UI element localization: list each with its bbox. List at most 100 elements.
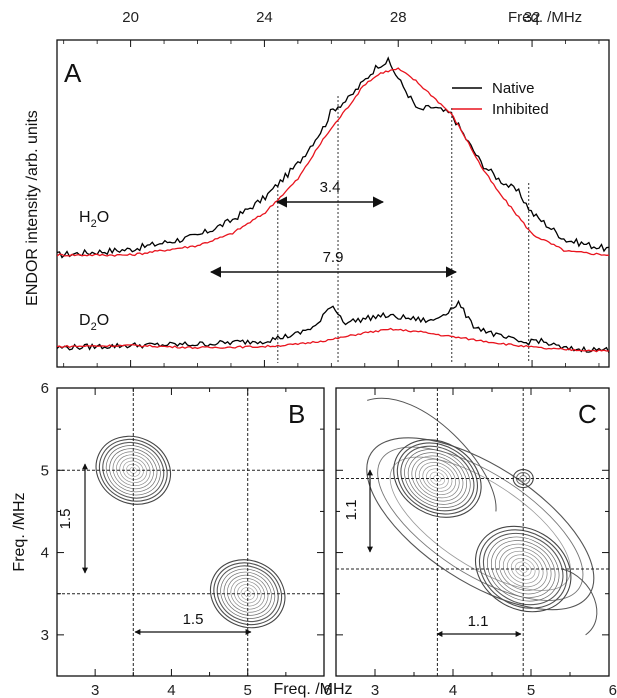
contour-line — [422, 465, 453, 492]
contour-line — [429, 471, 446, 486]
contour-line — [220, 568, 276, 619]
panel-a-tick-label: 28 — [390, 9, 407, 26]
panel-b-contours — [95, 435, 286, 629]
x-tick-label: 3 — [91, 682, 99, 698]
contour-line — [474, 525, 572, 613]
contour-line — [129, 466, 138, 474]
contour-line — [240, 587, 255, 601]
y-tick-label: 3 — [41, 627, 49, 644]
contour-lobe — [367, 397, 497, 512]
contour-line — [518, 565, 528, 573]
contour-line — [491, 540, 556, 598]
contour-line — [223, 571, 272, 616]
panel-a-xlabel: Freq. /MHz — [508, 9, 582, 26]
series-native-h2o — [57, 56, 609, 259]
panel-c-ticks: 3 4 5 6 — [336, 387, 617, 698]
contour-line — [495, 543, 552, 595]
panel-c-contours — [366, 397, 598, 636]
y-tick-label: 4 — [41, 545, 49, 562]
ann-b-horizontal: 1.5 — [183, 611, 204, 628]
contour-line — [233, 581, 262, 607]
x-tick-label: 4 — [449, 682, 457, 698]
contour-line — [499, 547, 548, 591]
contour-line — [415, 458, 460, 499]
contour-line — [119, 457, 148, 483]
panel-a-frame — [56, 39, 610, 368]
legend-label-native: Native — [492, 80, 535, 97]
contour-line — [400, 445, 475, 512]
y-tick-label: 5 — [41, 462, 49, 479]
contour-line — [237, 584, 259, 604]
contour-line — [433, 474, 442, 483]
panel-a-top-ticks — [63, 40, 600, 367]
panel-b-guide-lines — [57, 388, 324, 676]
panel-b-ticks: 3 4 5 6 3 4 5 6 — [41, 380, 332, 698]
label-d2o: D2O — [79, 312, 109, 333]
contour-line — [418, 462, 456, 496]
x-tick-label: 5 — [244, 682, 252, 698]
contour-line — [105, 445, 161, 496]
panel-a-tick-label: 24 — [256, 9, 273, 26]
contour-line — [112, 451, 154, 490]
panel-b-ylabel: Freq. /MHz — [11, 492, 28, 571]
contour-line — [404, 449, 471, 508]
legend: Native Inhibited — [452, 80, 549, 118]
contour-envelope — [366, 437, 595, 611]
contour-line — [210, 559, 286, 629]
contour-line — [487, 536, 560, 602]
ann-b-vertical: 1.5 — [57, 509, 74, 530]
contour-line — [482, 532, 564, 606]
contour-line — [116, 454, 151, 487]
contour-lobe — [562, 568, 598, 636]
series-inhibited-d2o — [57, 327, 609, 353]
contour-line — [510, 557, 536, 581]
contour-envelope — [389, 456, 571, 591]
contour-line — [227, 574, 269, 613]
contour-line — [213, 562, 283, 626]
contour-envelope — [377, 446, 584, 601]
x-tick-label: 6 — [609, 682, 617, 698]
x-tick-label: 6 — [324, 682, 332, 698]
panel-b-frame — [56, 387, 325, 677]
ann-c-horizontal: 1.1 — [468, 613, 489, 630]
panel-c-letter: C — [578, 399, 597, 429]
ann-c-vertical: 1.1 — [343, 500, 360, 521]
contour-line — [216, 565, 279, 623]
series-native-d2o — [57, 299, 609, 353]
x-tick-label: 5 — [527, 682, 535, 698]
label-h2o: H2O — [79, 209, 109, 230]
panel-a-ylabel: ENDOR intensity /arb. units — [24, 110, 41, 306]
contour-line — [230, 577, 265, 610]
contour-line — [478, 529, 568, 609]
contour-line — [411, 455, 464, 502]
contour-line — [426, 468, 449, 489]
panel-b: 3 4 5 6 3 4 5 6 B 1.5 1.5 Freq. /MHz — [11, 380, 332, 698]
ann-3-4: 3.4 — [320, 179, 341, 196]
panel-c-frame — [335, 387, 610, 677]
panel-a-letter: A — [64, 58, 82, 88]
panel-a: 20 24 28 32 Freq. /MHz A Native Inhibited H… — [24, 9, 610, 368]
panel-a-tick-label: 32 — [524, 9, 541, 26]
contour-line — [95, 435, 171, 505]
panel-c-guide-lines — [336, 388, 609, 676]
contour-line — [396, 442, 479, 515]
panel-a-vertical-markers — [277, 96, 530, 363]
contour-line — [109, 448, 158, 493]
contour-line — [407, 452, 467, 505]
contour-line — [506, 554, 540, 584]
panel-a-series — [57, 56, 609, 353]
contour-line — [502, 550, 544, 588]
x-tick-label: 3 — [371, 682, 379, 698]
panel-c: 3 4 5 6 C 1.1 1.1 — [335, 387, 617, 698]
contour-line — [514, 561, 532, 577]
contour-line — [393, 439, 482, 518]
ann-7-9: 7.9 — [323, 249, 344, 266]
contour-line — [126, 463, 141, 477]
legend-label-inhibited: Inhibited — [492, 101, 549, 118]
contour-line — [122, 460, 144, 480]
panel-b-letter: B — [288, 399, 305, 429]
contour-line — [243, 590, 252, 598]
panel-a-tick-labels: 20 24 28 32 — [122, 9, 540, 26]
contour-line — [98, 438, 168, 502]
